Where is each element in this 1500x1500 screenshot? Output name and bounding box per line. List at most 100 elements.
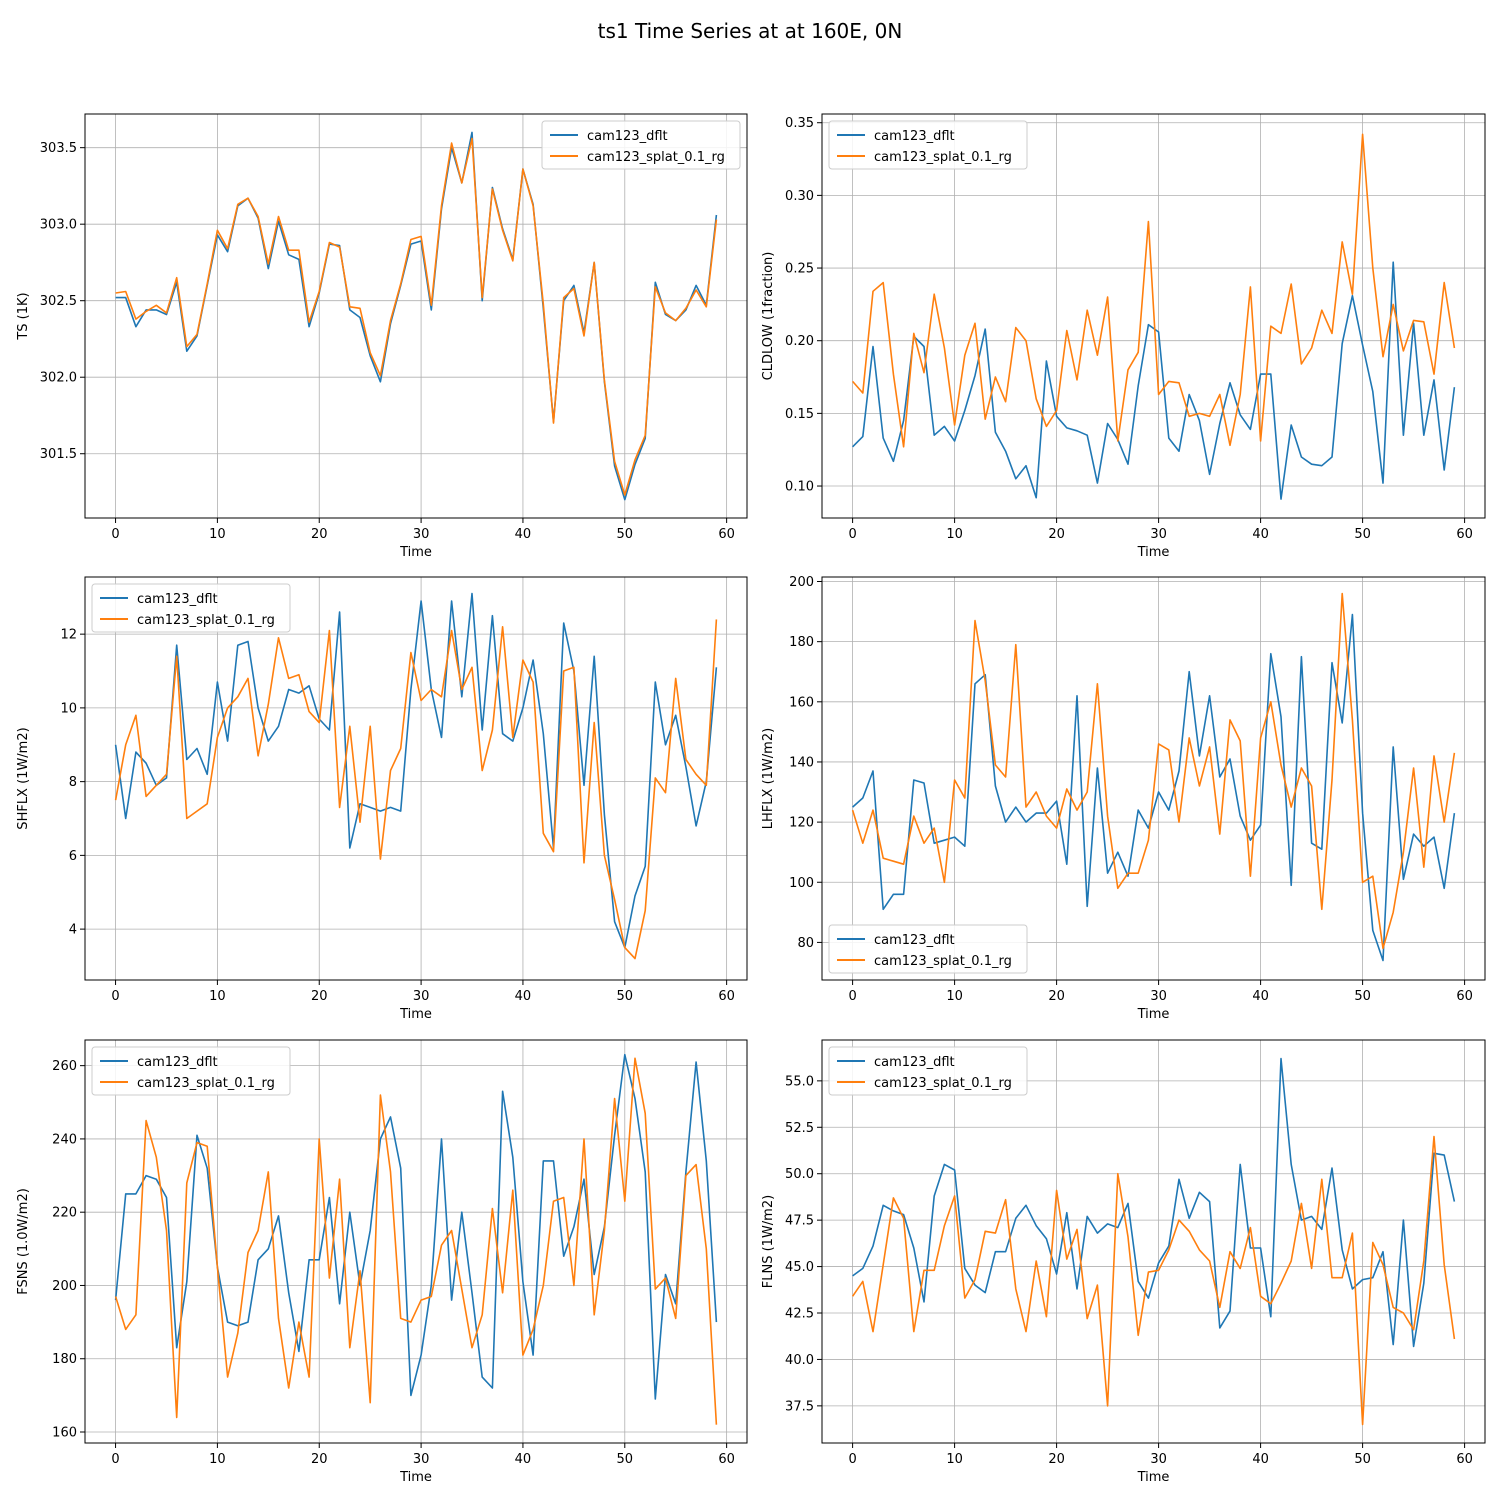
x-axis-label: Time bbox=[399, 1007, 432, 1022]
x-tick-label: 60 bbox=[718, 989, 735, 1004]
x-tick-label: 20 bbox=[1048, 989, 1065, 1004]
legend-label: cam123_dflt bbox=[587, 129, 668, 144]
legend: cam123_dflt cam123_splat_0.1_rg bbox=[828, 120, 1028, 170]
legend-label: cam123_splat_0.1_rg bbox=[874, 954, 1012, 969]
y-axis-label: FSNS (1.0W/m2) bbox=[16, 1188, 31, 1295]
y-tick-label: 180 bbox=[52, 1352, 77, 1367]
y-tick-label: 42.5 bbox=[785, 1307, 814, 1322]
y-tick-label: 220 bbox=[52, 1206, 77, 1221]
x-tick-label: 10 bbox=[946, 989, 963, 1004]
legend-label: cam123_splat_0.1_rg bbox=[137, 1076, 275, 1091]
x-axis-label: Time bbox=[399, 1470, 432, 1485]
x-tick-label: 20 bbox=[311, 527, 328, 542]
x-axis-label: Time bbox=[1137, 1007, 1170, 1022]
y-tick-label: 80 bbox=[797, 936, 814, 951]
legend-label: cam123_splat_0.1_rg bbox=[874, 1076, 1012, 1091]
y-tick-label: 260 bbox=[52, 1059, 77, 1074]
x-tick-label: 40 bbox=[515, 527, 532, 542]
x-tick-label: 60 bbox=[1456, 1452, 1473, 1467]
subplot-1: 0 10 20 30 40 50 60 301.5 302.0 302.5 303.0 303.5 Ti… bbox=[16, 113, 748, 560]
x-tick-label: 40 bbox=[1252, 989, 1269, 1004]
x-tick-label: 60 bbox=[718, 527, 735, 542]
y-tick-label: 12 bbox=[60, 628, 77, 643]
x-tick-label: 50 bbox=[617, 527, 634, 542]
axes-frame bbox=[84, 576, 748, 981]
legend-box bbox=[828, 1046, 1028, 1096]
x-tick-label: 10 bbox=[209, 989, 226, 1004]
axes-frame bbox=[821, 576, 1486, 981]
x-tick-label: 0 bbox=[111, 1452, 119, 1467]
subplot-6: 0 10 20 30 40 50 60 37.5 40.0 42.5 45.0 47.5 50.0 52.… bbox=[761, 1039, 1486, 1485]
x-tick-label: 20 bbox=[1048, 1452, 1065, 1467]
subplot-4: 0 10 20 30 40 50 60 80 100 120 140 160 180 200 Time LHF… bbox=[761, 575, 1486, 1022]
y-tick-label: 52.5 bbox=[785, 1121, 814, 1136]
legend: cam123_dflt cam123_splat_0.1_rg bbox=[541, 120, 741, 170]
x-tick-label: 30 bbox=[1150, 1452, 1167, 1467]
y-tick-label: 303.0 bbox=[40, 218, 77, 233]
axes-frame bbox=[821, 113, 1486, 519]
x-tick-label: 60 bbox=[1456, 527, 1473, 542]
y-tick-label: 0.30 bbox=[785, 189, 814, 204]
x-tick-label: 50 bbox=[1354, 527, 1371, 542]
axes-frame bbox=[821, 1039, 1486, 1444]
legend-label: cam123_splat_0.1_rg bbox=[137, 613, 275, 628]
y-tick-label: 302.0 bbox=[40, 371, 77, 386]
y-tick-label: 160 bbox=[52, 1426, 77, 1441]
x-tick-label: 50 bbox=[617, 1452, 634, 1467]
y-tick-label: 37.5 bbox=[785, 1399, 814, 1414]
legend-box bbox=[828, 924, 1028, 974]
legend-box bbox=[91, 583, 291, 633]
series-line-cam123_dflt bbox=[852, 261, 1456, 500]
x-tick-label: 30 bbox=[413, 527, 430, 542]
y-tick-label: 6 bbox=[69, 849, 77, 864]
series-line-cam123_splat_0.1_rg bbox=[851, 133, 1456, 448]
x-tick-label: 30 bbox=[1150, 527, 1167, 542]
legend-box bbox=[541, 120, 741, 170]
y-tick-label: 50.0 bbox=[785, 1167, 814, 1182]
x-tick-label: 10 bbox=[209, 527, 226, 542]
legend-label: cam123_dflt bbox=[874, 933, 955, 948]
x-tick-label: 60 bbox=[1456, 989, 1473, 1004]
y-tick-label: 47.5 bbox=[785, 1214, 814, 1229]
y-tick-label: 40.0 bbox=[785, 1353, 814, 1368]
y-tick-label: 160 bbox=[789, 695, 814, 710]
x-tick-label: 40 bbox=[515, 1452, 532, 1467]
legend: cam123_dflt cam123_splat_0.1_rg bbox=[828, 1046, 1028, 1096]
legend-label: cam123_splat_0.1_rg bbox=[874, 150, 1012, 165]
series-line-cam123_dflt bbox=[114, 592, 718, 949]
y-tick-label: 0.10 bbox=[785, 480, 814, 495]
x-tick-label: 60 bbox=[718, 1452, 735, 1467]
subplot-2: 0 10 20 30 40 50 60 0.10 0.15 0.20 0.25 0.30 0.35 Tim… bbox=[761, 113, 1486, 560]
legend-label: cam123_splat_0.1_rg bbox=[587, 150, 725, 165]
y-axis-label: SHFLX (1W/m2) bbox=[16, 727, 31, 829]
y-tick-label: 240 bbox=[52, 1132, 77, 1147]
y-tick-label: 302.5 bbox=[40, 294, 77, 309]
y-tick-label: 140 bbox=[789, 755, 814, 770]
x-tick-label: 30 bbox=[1150, 989, 1167, 1004]
x-tick-label: 40 bbox=[1252, 527, 1269, 542]
y-tick-label: 100 bbox=[789, 876, 814, 891]
x-tick-label: 20 bbox=[311, 1452, 328, 1467]
y-axis-label: TS (1K) bbox=[16, 292, 31, 340]
series-line-cam123_splat_0.1_rg bbox=[114, 619, 718, 960]
y-tick-label: 301.5 bbox=[40, 447, 77, 462]
series-line-cam123_splat_0.1_rg bbox=[114, 1057, 718, 1425]
x-tick-label: 50 bbox=[1354, 1452, 1371, 1467]
y-tick-label: 45.0 bbox=[785, 1260, 814, 1275]
y-tick-label: 120 bbox=[789, 816, 814, 831]
x-tick-label: 40 bbox=[515, 989, 532, 1004]
series-line-cam123_dflt bbox=[852, 613, 1456, 962]
subplot-grid: 0 10 20 30 40 50 60301.5302.0302.5303.0303.5Ti… bbox=[16, 113, 1486, 1485]
series-line-cam123_splat_0.1_rg bbox=[851, 1135, 1456, 1426]
x-tick-label: 30 bbox=[413, 989, 430, 1004]
legend-label: cam123_dflt bbox=[874, 1055, 955, 1070]
series-line-cam123_splat_0.1_rg bbox=[851, 592, 1456, 950]
legend-box bbox=[828, 120, 1028, 170]
y-tick-label: 0.35 bbox=[785, 116, 814, 131]
x-tick-label: 0 bbox=[848, 527, 856, 542]
x-tick-label: 0 bbox=[848, 1452, 856, 1467]
y-tick-label: 4 bbox=[69, 923, 77, 938]
y-axis-label: FLNS (1W/m2) bbox=[761, 1195, 776, 1288]
